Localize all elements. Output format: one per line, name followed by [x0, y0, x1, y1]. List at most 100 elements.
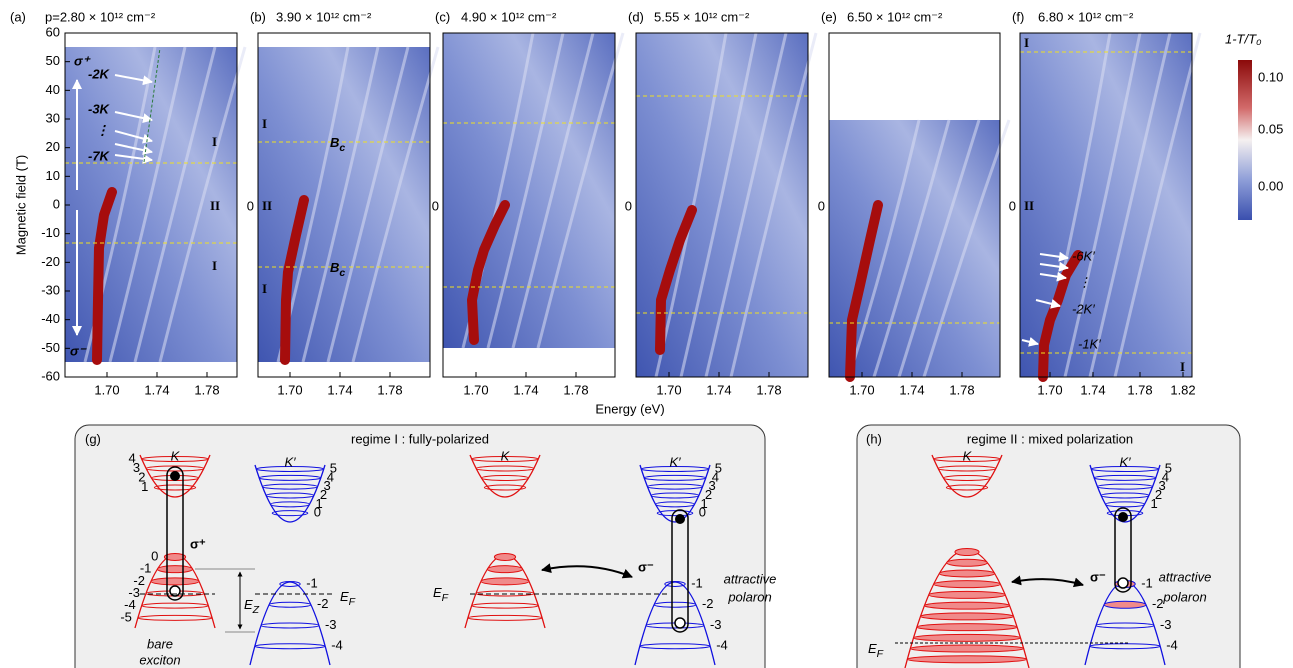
- x-tick-label: 1.82: [1170, 382, 1195, 397]
- landau-level: [939, 570, 994, 577]
- panel-label: (c): [435, 9, 450, 24]
- x-tick-label: 1.74: [899, 382, 924, 397]
- x-tick-label: 1.70: [463, 382, 488, 397]
- y-tick-label: -10: [41, 225, 60, 240]
- level-label: -3: [710, 617, 722, 632]
- note: bare: [147, 636, 173, 651]
- valley-label: K: [963, 448, 973, 463]
- annotation: II: [1024, 198, 1034, 213]
- y-tick-label: 60: [46, 24, 60, 39]
- level-label: 1: [141, 479, 148, 494]
- panel-label: (g): [85, 431, 101, 446]
- panel-title: 6.80 × 10¹² cm⁻²: [1038, 9, 1134, 24]
- figure: (a) p=2.80 × 10¹² cm⁻² 1.70 1.74 1.78 (b) 3.90…: [0, 0, 1293, 668]
- annotation: I: [212, 134, 217, 149]
- panel-title: 4.90 × 10¹² cm⁻²: [461, 9, 557, 24]
- level-label: 0: [314, 505, 321, 520]
- y-tick-label: 0: [53, 196, 60, 211]
- landau-level: [934, 581, 1001, 588]
- level-label: -2: [1152, 596, 1164, 611]
- y-axis-label: Magnetic field (T): [13, 155, 28, 255]
- polarization-label: σ⁻: [638, 559, 654, 574]
- landau-level: [910, 645, 1023, 652]
- zero-label: 0: [818, 198, 825, 213]
- y-tick-label: 30: [46, 110, 60, 125]
- x-tick-label: 1.74: [706, 382, 731, 397]
- zero-label: 0: [625, 198, 632, 213]
- panel-title: regime II : mixed polarization: [967, 431, 1133, 446]
- annotation: -3K: [88, 101, 111, 116]
- panel-label: (a): [10, 9, 26, 24]
- annotation: σ⁻: [70, 343, 88, 358]
- valley-label: K′: [669, 454, 681, 469]
- colorbar-tick-label: 0.05: [1258, 121, 1283, 136]
- zero-label: 0: [432, 198, 439, 213]
- x-tick-label: 1.70: [656, 382, 681, 397]
- x-tick-label: 1.78: [949, 382, 974, 397]
- hole: [1118, 578, 1128, 588]
- y-tick-label: 10: [46, 168, 60, 183]
- y-tick-label: 40: [46, 82, 60, 97]
- zeeman-label-sub: Z: [252, 604, 260, 616]
- annotation: II: [262, 198, 272, 213]
- panel-h-box: [857, 425, 1240, 668]
- landau-level: [917, 624, 1017, 631]
- colorbar: [1238, 60, 1252, 220]
- landau-level: [929, 591, 1005, 598]
- panel-label: (e): [821, 9, 837, 24]
- panel-label: (b): [250, 9, 266, 24]
- level-label: -4: [331, 638, 343, 653]
- note: attractive: [1159, 569, 1212, 584]
- critical-field-main: B: [330, 135, 339, 150]
- x-tick-label: 1.70: [849, 382, 874, 397]
- level-label: -1: [306, 575, 318, 590]
- annotation: I: [212, 258, 217, 273]
- level-label: 0: [699, 505, 706, 520]
- y-tick-label: 20: [46, 139, 60, 154]
- landau-level: [955, 549, 979, 556]
- x-axis-label: Energy (eV): [595, 401, 664, 416]
- fermi-label-sub: F: [877, 648, 884, 660]
- x-tick-label: 1.78: [756, 382, 781, 397]
- level-label: -4: [716, 638, 728, 653]
- electron: [170, 471, 180, 481]
- landau-level: [151, 578, 199, 585]
- panel-title: p=2.80 × 10¹² cm⁻²: [45, 9, 156, 24]
- polarization-label: σ⁻: [1090, 569, 1106, 584]
- fermi-label-main: E: [433, 585, 442, 600]
- fermi-label-sub: F: [349, 596, 356, 608]
- annotation: -2K: [88, 66, 111, 81]
- polarization-label: σ⁺: [190, 536, 206, 551]
- annotation: -6K′: [1072, 248, 1095, 263]
- x-tick-label: 1.78: [194, 382, 219, 397]
- y-tick-label: -40: [41, 311, 60, 326]
- colorbar-tick-label: 0.00: [1258, 178, 1283, 193]
- x-tick-label: 1.78: [563, 382, 588, 397]
- panel-title: 3.90 × 10¹² cm⁻²: [276, 9, 372, 24]
- level-label: -2: [702, 596, 714, 611]
- level-label: 0: [151, 548, 158, 563]
- hole: [675, 618, 685, 628]
- valley-label: K: [171, 448, 181, 463]
- annotation: ⋮: [96, 122, 109, 137]
- y-tick-label: -30: [41, 282, 60, 297]
- zero-label: 0: [1009, 198, 1016, 213]
- y-tick-label: 50: [46, 53, 60, 68]
- annotation: -7K: [88, 148, 111, 163]
- annotation: -1K′: [1078, 336, 1101, 351]
- landau-level: [487, 566, 522, 573]
- level-label: 1: [1150, 496, 1157, 511]
- valley-label: K′: [284, 454, 296, 469]
- electron: [675, 514, 685, 524]
- annotation: -2K′: [1072, 301, 1095, 316]
- x-tick-label: 1.70: [277, 382, 302, 397]
- x-tick-label: 1.78: [1127, 382, 1152, 397]
- x-tick-label: 1.70: [1037, 382, 1062, 397]
- landau-level: [914, 634, 1021, 641]
- level-label: -1: [1141, 575, 1153, 590]
- colorbar-tick-label: 0.10: [1258, 69, 1283, 84]
- critical-field-sub: c: [339, 142, 345, 154]
- panel-title: 5.55 × 10¹² cm⁻²: [654, 9, 750, 24]
- landau-level: [947, 559, 988, 566]
- valley-label: K′: [1119, 454, 1131, 469]
